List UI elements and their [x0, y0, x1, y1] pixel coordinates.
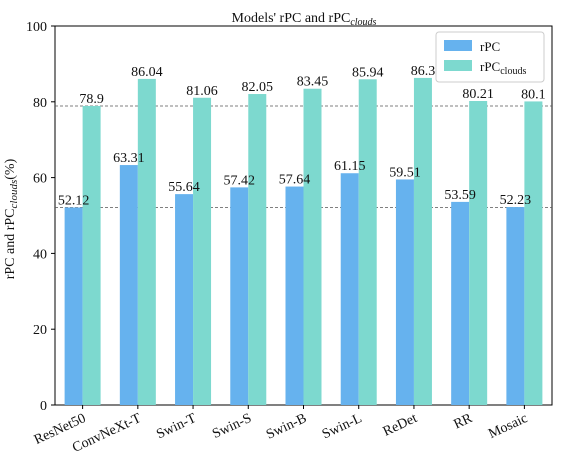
y-tick-label: 20 — [33, 323, 47, 338]
data-label: 82.05 — [242, 80, 274, 95]
data-label: 57.64 — [279, 173, 311, 188]
legend-swatch — [444, 40, 472, 51]
data-label: 83.45 — [297, 75, 329, 90]
x-tick-label: Swin-B — [264, 411, 309, 443]
bar-rpc-clouds — [413, 77, 432, 405]
data-label: 57.42 — [224, 173, 256, 188]
bar-rpc-clouds — [524, 101, 543, 406]
bar-rpc-clouds — [82, 105, 101, 406]
y-tick-labels: 0 20 40 60 80 100 — [26, 20, 55, 414]
bar-rpc — [64, 207, 83, 405]
bar-rpc — [285, 186, 304, 405]
x-tick-label: Swin-L — [320, 411, 364, 442]
bars — [64, 77, 543, 406]
data-label: 55.64 — [168, 180, 200, 195]
data-label: 52.12 — [58, 193, 90, 208]
data-label: 80.21 — [462, 87, 494, 102]
data-labels: 52.12 78.9 63.31 86.04 55.64 81.06 57.42 82.05 5… — [58, 64, 546, 209]
data-label: 78.9 — [79, 92, 104, 107]
bar-rpc-clouds — [469, 101, 488, 406]
bar-rpc-clouds — [248, 94, 267, 405]
data-label: 52.23 — [500, 193, 532, 208]
data-label: 81.06 — [186, 84, 218, 99]
x-tick-label: Swin-T — [154, 411, 199, 443]
y-axis-label-subscript: clouds — [8, 180, 20, 209]
bar-rpc — [119, 165, 138, 405]
data-label: 63.31 — [113, 151, 145, 166]
data-label: 86.3 — [411, 64, 436, 79]
legend-label: rPC — [480, 39, 500, 54]
data-label: 85.94 — [352, 65, 384, 80]
legend-label: rPCclouds — [480, 59, 526, 77]
legend-swatch — [444, 60, 472, 71]
y-tick-label: 60 — [33, 172, 47, 187]
bar-rpc-clouds — [303, 88, 322, 406]
data-label: 61.15 — [334, 159, 366, 174]
x-tick-label: ReDet — [381, 411, 420, 440]
bar-rpc-clouds — [358, 79, 377, 405]
bar-rpc — [506, 207, 525, 405]
data-label: 86.04 — [131, 65, 163, 80]
chart-title-main: Models' rPC and rPC — [232, 11, 351, 26]
y-tick-label: 100 — [26, 20, 47, 35]
x-tick-label: Mosaic — [486, 411, 530, 442]
bar-rpc — [451, 201, 470, 405]
y-axis-label: rPC and rPCclouds(%) — [3, 158, 20, 279]
y-axis-label-suffix: (%) — [3, 158, 18, 179]
y-tick-label: 40 — [33, 247, 47, 262]
bar-rpc-clouds — [137, 78, 156, 406]
chart-title: Models' rPC and rPCclouds — [232, 11, 377, 28]
data-label: 53.59 — [444, 188, 476, 203]
y-tick-label: 0 — [40, 399, 47, 414]
data-label: 80.1 — [521, 87, 546, 102]
chart-title-subscript: clouds — [350, 17, 376, 28]
x-tick-label: RR — [452, 411, 476, 433]
y-tick-label: 80 — [33, 96, 47, 111]
bar-rpc — [340, 173, 359, 405]
bar-rpc — [230, 187, 249, 405]
bar-rpc — [175, 194, 194, 405]
y-axis-label-main: rPC and rPC — [3, 208, 18, 279]
x-tick-label: Swin-S — [210, 411, 254, 442]
data-label: 59.51 — [389, 165, 421, 180]
bar-rpc — [395, 179, 414, 405]
bar-rpc-clouds — [193, 97, 212, 406]
legend: rPC rPCclouds — [435, 31, 545, 83]
